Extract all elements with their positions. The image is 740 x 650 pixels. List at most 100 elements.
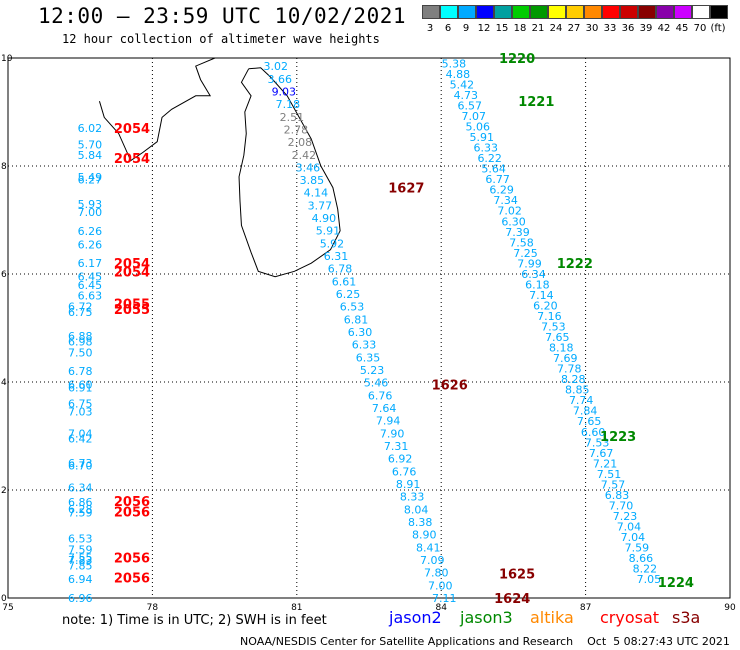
time-label: 1221: [518, 95, 554, 110]
wave-value: 6.96: [68, 592, 93, 605]
legend-swatch: [548, 5, 566, 19]
wave-value: 8.28: [561, 373, 586, 386]
wave-value: 8.33: [400, 491, 425, 504]
wave-value: 7.18: [276, 98, 301, 111]
wave-value: 6.98: [68, 336, 93, 349]
wave-value: 7.50: [68, 346, 93, 359]
legend-label: 36: [621, 23, 635, 34]
wave-value: 6.18: [525, 278, 550, 291]
wave-value: 5.91: [316, 225, 341, 238]
wave-value: 7.70: [609, 499, 634, 512]
legend-label: (ft): [710, 23, 726, 34]
wave-value: 2.78: [284, 123, 309, 136]
legend-label: 18: [513, 23, 527, 34]
wave-value: 7.64: [372, 402, 397, 415]
wave-value: 6.60: [68, 379, 93, 392]
wave-value: 7.05: [637, 573, 662, 586]
legend-swatch: [422, 5, 440, 19]
legend-swatch: [656, 5, 674, 19]
legend-swatch: [584, 5, 602, 19]
satellite-s3a: s3a: [672, 608, 701, 627]
wave-value: 6.53: [68, 533, 93, 546]
wave-value: 6.34: [521, 268, 546, 281]
wave-value: 6.20: [533, 299, 558, 312]
wave-value: 6.60: [581, 426, 606, 439]
wave-value: 7.83: [68, 554, 93, 567]
time-label: 2055: [114, 298, 150, 313]
wave-value: 6.25: [336, 288, 361, 301]
legend-swatch: [692, 5, 710, 19]
time-label: 2054: [114, 122, 150, 137]
wave-value: 7.31: [384, 440, 409, 453]
wave-value: 7.04: [68, 427, 93, 440]
wave-value: 7.84: [573, 405, 598, 418]
wave-value: 6.30: [348, 326, 373, 339]
legend-swatch: [710, 5, 728, 19]
wave-value: 6.45: [78, 271, 103, 284]
wave-value: 6.22: [477, 152, 502, 165]
legend-label: 27: [567, 23, 581, 34]
x-tick-label: 81: [291, 603, 302, 613]
plot-frame: [7, 57, 731, 599]
time-label: 2056: [114, 571, 150, 586]
wave-value: 6.33: [473, 142, 498, 155]
wave-value: 6.35: [356, 351, 381, 364]
wave-value: 7.03: [68, 406, 93, 419]
wave-value: 6.29: [489, 184, 513, 197]
map-title: 12:00 – 23:59 UTC 10/02/2021: [38, 4, 407, 28]
wave-value: 7.55: [68, 552, 93, 565]
wave-value: 6.17: [78, 257, 103, 270]
y-tick-label: 4: [1, 378, 7, 388]
wave-value: 7.00: [78, 206, 103, 219]
wave-value: 7.04: [621, 531, 646, 544]
wave-value: 4.88: [446, 68, 471, 81]
wave-value: 7.58: [509, 236, 533, 249]
wave-value: 8.90: [412, 529, 437, 542]
wave-value: 7.00: [428, 579, 453, 592]
wave-value: 6.77: [485, 173, 510, 186]
wave-value: 7.25: [513, 247, 538, 260]
legend-swatch: [476, 5, 494, 19]
india-coastline: [98, 57, 216, 162]
wave-value: 7.65: [577, 415, 602, 428]
wave-value: 6.61: [332, 275, 357, 288]
legend-label: 30: [585, 23, 599, 34]
wave-value: 7.69: [553, 352, 578, 365]
wave-value: 6.75: [68, 306, 93, 319]
note-text: note: 1) Time is in UTC; 2) SWH is in fe…: [62, 613, 327, 628]
wave-value: 6.34: [68, 481, 93, 494]
wave-value: 4.14: [304, 187, 329, 200]
y-tick-label: 0: [1, 594, 7, 604]
satellite-altika: altika: [530, 608, 574, 627]
wave-value: 7.94: [376, 415, 401, 428]
map-subtitle: 12 hour collection of altimeter wave hei…: [62, 32, 380, 46]
satellite-jason2: jason2: [389, 608, 442, 627]
wave-value: 7.85: [68, 560, 93, 573]
wave-value: 6.72: [68, 300, 93, 313]
wave-value: 7.59: [68, 543, 93, 556]
legend-label: 70: [693, 23, 707, 34]
sri-lanka-coastline: [238, 67, 341, 278]
wave-value: 7.07: [462, 110, 487, 123]
time-label: 2056: [114, 495, 150, 510]
wave-value: 5.93: [78, 198, 103, 211]
wave-value: 8.41: [416, 541, 441, 554]
wave-value: 7.39: [505, 226, 530, 239]
wave-value: 5.46: [364, 377, 389, 390]
wave-value: 8.91: [396, 478, 421, 491]
wave-value: 2.51: [280, 111, 305, 124]
legend-label: 21: [531, 23, 545, 34]
wave-value: 7.53: [541, 321, 566, 334]
wave-value: 6.31: [324, 250, 349, 263]
wave-value: 7.74: [569, 394, 594, 407]
legend-label: 15: [495, 23, 509, 34]
legend-label: 3: [426, 23, 434, 34]
wave-value: 6.86: [68, 496, 93, 509]
wave-value: 7.59: [68, 507, 93, 520]
wave-value: 7.04: [617, 520, 642, 533]
time-label: 1624: [494, 592, 530, 607]
wave-value: 5.84: [78, 149, 103, 162]
legend-swatch: [512, 5, 530, 19]
legend-label: 24: [549, 23, 563, 34]
